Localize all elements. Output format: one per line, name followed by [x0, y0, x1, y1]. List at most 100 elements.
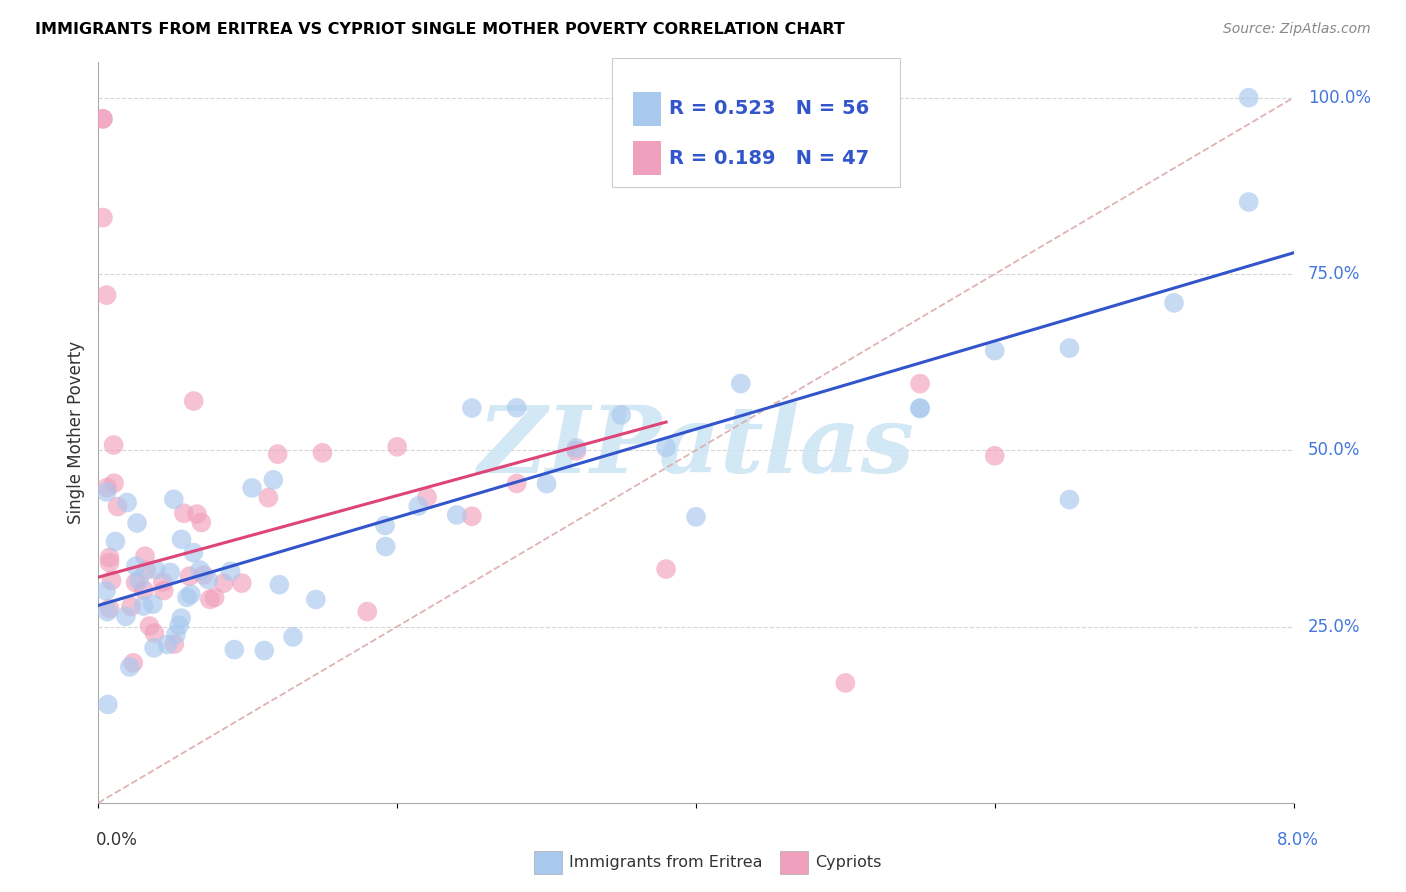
Point: [385, 440, 409, 454]
Point: [186, 507, 208, 521]
Point: [145, 563, 167, 577]
Point: [262, 473, 284, 487]
Point: [170, 611, 193, 625]
Point: [170, 533, 193, 547]
Point: [138, 619, 160, 633]
Point: [100, 574, 122, 588]
Text: 25.0%: 25.0%: [1308, 617, 1361, 635]
Point: [356, 605, 378, 619]
Point: [506, 476, 529, 491]
Point: [1237, 194, 1260, 209]
Point: [96, 481, 118, 495]
Point: [374, 540, 396, 554]
Point: [1059, 492, 1081, 507]
Point: [98, 550, 121, 565]
Point: [1059, 341, 1081, 355]
Point: [107, 500, 129, 514]
Point: [98, 556, 121, 570]
Point: [565, 441, 588, 455]
Text: R = 0.189   N = 47: R = 0.189 N = 47: [669, 149, 869, 168]
Point: [281, 630, 304, 644]
Text: 75.0%: 75.0%: [1308, 265, 1360, 283]
Point: [984, 449, 1007, 463]
Point: [655, 441, 678, 455]
Point: [143, 626, 166, 640]
Point: [416, 490, 439, 504]
Point: [163, 492, 186, 507]
Point: [120, 599, 142, 614]
Point: [565, 443, 588, 458]
Point: [536, 476, 558, 491]
Point: [152, 583, 174, 598]
Point: [132, 582, 155, 597]
Point: [97, 698, 120, 712]
Point: [269, 577, 291, 591]
Point: [257, 491, 280, 505]
Point: [91, 211, 114, 225]
Point: [446, 508, 468, 522]
Point: [165, 627, 187, 641]
Point: [240, 481, 263, 495]
Point: [655, 562, 678, 576]
Text: ZIPatlas: ZIPatlas: [478, 402, 914, 492]
Text: R = 0.523   N = 56: R = 0.523 N = 56: [669, 100, 869, 119]
Point: [193, 568, 215, 582]
Point: [128, 573, 150, 587]
Point: [96, 605, 118, 619]
Point: [98, 601, 121, 615]
Text: Source: ZipAtlas.com: Source: ZipAtlas.com: [1223, 22, 1371, 37]
Point: [197, 573, 219, 587]
Y-axis label: Single Mother Poverty: Single Mother Poverty: [66, 341, 84, 524]
Point: [253, 643, 276, 657]
Point: [305, 592, 328, 607]
Point: [122, 656, 145, 670]
Point: [179, 569, 201, 583]
Point: [125, 516, 148, 530]
Point: [143, 640, 166, 655]
Point: [198, 592, 221, 607]
Point: [374, 518, 396, 533]
Point: [173, 506, 195, 520]
Text: 0.0%: 0.0%: [96, 831, 138, 849]
Text: IMMIGRANTS FROM ERITREA VS CYPRIOT SINGLE MOTHER POVERTY CORRELATION CHART: IMMIGRANTS FROM ERITREA VS CYPRIOT SINGL…: [35, 22, 845, 37]
Text: 100.0%: 100.0%: [1308, 88, 1371, 107]
Point: [984, 343, 1007, 358]
Point: [124, 575, 146, 590]
Point: [610, 408, 633, 422]
Point: [180, 587, 202, 601]
Point: [231, 576, 253, 591]
Point: [224, 642, 246, 657]
Point: [159, 566, 181, 580]
Point: [183, 545, 205, 559]
Point: [408, 499, 430, 513]
Point: [212, 576, 235, 591]
Point: [176, 591, 198, 605]
Point: [461, 401, 484, 415]
Point: [96, 288, 118, 302]
Point: [134, 549, 156, 564]
Point: [135, 563, 157, 577]
Point: [190, 516, 212, 530]
Point: [91, 112, 114, 126]
Point: [908, 401, 931, 416]
Text: Cypriots: Cypriots: [815, 855, 882, 870]
Point: [156, 637, 179, 651]
Point: [188, 563, 211, 577]
Point: [461, 509, 484, 524]
Point: [91, 112, 114, 126]
Point: [834, 676, 856, 690]
Point: [114, 609, 136, 624]
Point: [183, 394, 205, 409]
Point: [118, 660, 141, 674]
Point: [908, 401, 931, 415]
Point: [908, 376, 931, 391]
Point: [142, 597, 165, 611]
Point: [1163, 296, 1185, 310]
Point: [115, 495, 138, 509]
Point: [163, 637, 186, 651]
Point: [132, 599, 155, 613]
Text: Immigrants from Eritrea: Immigrants from Eritrea: [569, 855, 763, 870]
Point: [96, 485, 118, 500]
Point: [730, 376, 752, 391]
Point: [506, 401, 529, 415]
